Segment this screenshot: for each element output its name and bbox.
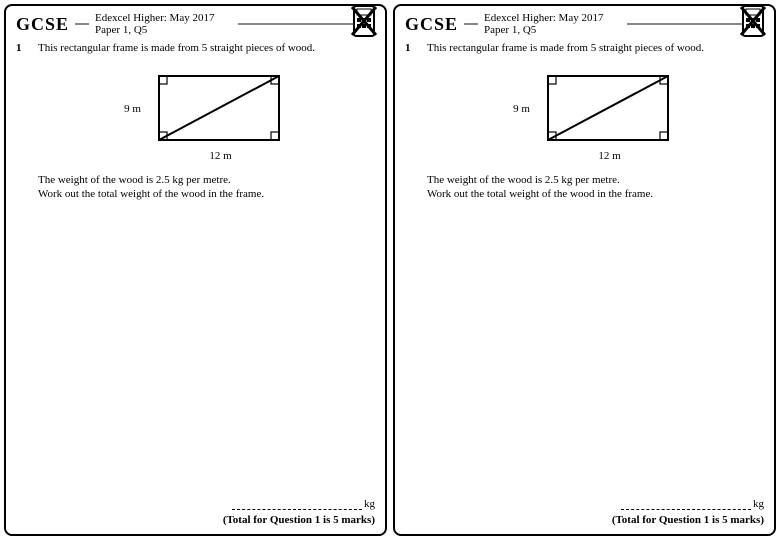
- answer-line-row: kg: [427, 498, 764, 510]
- level-badge: GCSE: [405, 14, 458, 35]
- paper-reference: Edexcel Higher: May 2017 Paper 1, Q5: [95, 12, 232, 36]
- weight-info-2: Work out the total weight of the wood in…: [38, 188, 375, 200]
- answer-area: kg (Total for Question 1 is 5 marks): [38, 498, 375, 526]
- question-row: 1 This rectangular frame is made from 5 …: [16, 42, 375, 526]
- marks-total: (Total for Question 1 is 5 marks): [38, 514, 375, 526]
- side-length-label: 9 m: [513, 103, 530, 115]
- level-badge: GCSE: [16, 14, 69, 35]
- weight-info-1: The weight of the wood is 2.5 kg per met…: [38, 174, 375, 186]
- header-rule-1: [75, 23, 89, 25]
- panel-header: GCSE Edexcel Higher: May 2017 Paper 1, Q…: [405, 12, 764, 36]
- question-number: 1: [405, 42, 417, 526]
- weight-info-1: The weight of the wood is 2.5 kg per met…: [427, 174, 764, 186]
- no-calculator-icon: [351, 4, 377, 38]
- answer-unit: kg: [364, 498, 375, 510]
- bottom-length-label: 12 m: [209, 150, 231, 162]
- panel-header: GCSE Edexcel Higher: May 2017 Paper 1, Q…: [16, 12, 375, 36]
- marks-total: (Total for Question 1 is 5 marks): [427, 514, 764, 526]
- question-panel-right: GCSE Edexcel Higher: May 2017 Paper 1, Q…: [393, 4, 776, 536]
- answer-unit: kg: [753, 498, 764, 510]
- question-panel-left: GCSE Edexcel Higher: May 2017 Paper 1, Q…: [4, 4, 387, 536]
- frame-diagram: 9 m 12 m: [427, 70, 764, 162]
- question-row: 1 This rectangular frame is made from 5 …: [405, 42, 764, 526]
- frame-diagram: 9 m 12 m: [38, 70, 375, 162]
- question-body: This rectangular frame is made from 5 st…: [427, 42, 764, 526]
- header-rule-1: [464, 23, 478, 25]
- bottom-length-label: 12 m: [598, 150, 620, 162]
- rectangle-svg: [149, 70, 289, 148]
- paper-reference: Edexcel Higher: May 2017 Paper 1, Q5: [484, 12, 621, 36]
- question-body: This rectangular frame is made from 5 st…: [38, 42, 375, 526]
- answer-area: kg (Total for Question 1 is 5 marks): [427, 498, 764, 526]
- question-intro: This rectangular frame is made from 5 st…: [38, 42, 375, 54]
- question-intro: This rectangular frame is made from 5 st…: [427, 42, 764, 54]
- weight-info-2: Work out the total weight of the wood in…: [427, 188, 764, 200]
- answer-blank[interactable]: [621, 498, 751, 510]
- answer-line-row: kg: [38, 498, 375, 510]
- answer-blank[interactable]: [232, 498, 362, 510]
- question-number: 1: [16, 42, 28, 526]
- side-length-label: 9 m: [124, 103, 141, 115]
- no-calculator-icon: [740, 4, 766, 38]
- rectangle-svg: [538, 70, 678, 148]
